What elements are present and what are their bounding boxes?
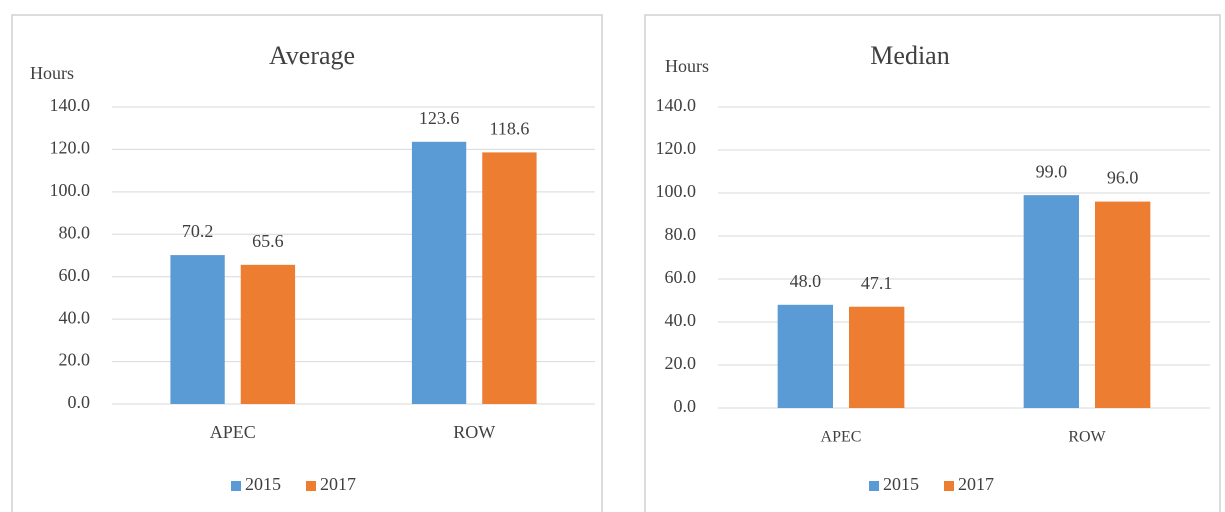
legend-swatch	[231, 481, 241, 491]
data-label: 70.2	[182, 221, 214, 241]
data-label: 99.0	[1036, 161, 1068, 181]
bar	[240, 264, 296, 404]
data-label: 96.0	[1107, 168, 1139, 188]
bar	[1095, 201, 1151, 408]
bar	[1023, 195, 1079, 408]
y-tick-label: 60.0	[665, 267, 697, 287]
y-axis-label: Hours	[665, 56, 709, 76]
x-tick-label: APEC	[210, 422, 256, 442]
legend-swatch	[869, 481, 879, 491]
y-tick-label: 140.0	[50, 95, 91, 115]
bar	[849, 306, 905, 408]
bar	[777, 304, 833, 408]
chart-title: Median	[870, 41, 949, 70]
chart-title: Average	[269, 41, 355, 70]
y-tick-label: 20.0	[59, 350, 91, 370]
bar	[411, 141, 467, 404]
y-tick-label: 80.0	[59, 222, 91, 242]
y-axis-label: Hours	[30, 63, 74, 83]
y-tick-label: 0.0	[68, 392, 91, 412]
data-label: 48.0	[790, 271, 822, 291]
legend-swatch	[944, 481, 954, 491]
legend-label: 2017	[958, 474, 994, 494]
x-tick-label: ROW	[453, 422, 495, 442]
x-tick-label: APEC	[821, 429, 862, 446]
y-tick-label: 140.0	[656, 95, 697, 115]
y-tick-label: 100.0	[50, 180, 91, 200]
y-tick-label: 60.0	[59, 265, 91, 285]
data-label: 123.6	[419, 108, 460, 128]
legend-label: 2015	[245, 474, 281, 494]
y-tick-label: 120.0	[656, 138, 697, 158]
data-label: 118.6	[489, 119, 529, 139]
bar	[170, 255, 225, 404]
y-tick-label: 100.0	[656, 181, 697, 201]
y-tick-label: 40.0	[665, 310, 697, 330]
legend-label: 2017	[320, 474, 356, 494]
data-label: 47.1	[861, 273, 893, 293]
legend-label: 2015	[883, 474, 919, 494]
bar	[482, 152, 537, 404]
y-tick-label: 120.0	[50, 138, 91, 158]
x-tick-label: ROW	[1068, 429, 1106, 446]
legend-swatch	[306, 481, 316, 491]
y-tick-label: 40.0	[59, 307, 91, 327]
data-label: 65.6	[252, 231, 284, 251]
y-tick-label: 20.0	[665, 353, 697, 373]
y-tick-label: 0.0	[674, 396, 697, 416]
y-tick-label: 80.0	[665, 224, 697, 244]
